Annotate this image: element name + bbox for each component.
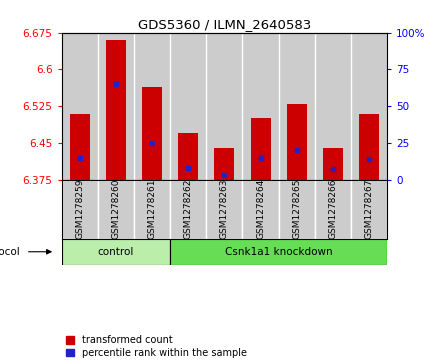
Bar	[287, 104, 307, 180]
FancyBboxPatch shape	[206, 180, 242, 238]
Text: GSM1278267: GSM1278267	[365, 179, 374, 239]
Bar	[206, 33, 242, 180]
FancyBboxPatch shape	[279, 180, 315, 238]
Bar	[351, 33, 387, 180]
Text: GSM1278259: GSM1278259	[75, 179, 84, 239]
FancyBboxPatch shape	[170, 180, 206, 238]
Text: GSM1278266: GSM1278266	[328, 179, 337, 239]
FancyBboxPatch shape	[351, 180, 387, 238]
Text: GSM1278265: GSM1278265	[292, 179, 301, 239]
FancyBboxPatch shape	[98, 180, 134, 238]
Bar	[251, 118, 271, 180]
Text: GSM1278260: GSM1278260	[111, 179, 121, 239]
Text: Csnk1a1 knockdown: Csnk1a1 knockdown	[225, 247, 333, 257]
Bar	[170, 238, 387, 265]
Bar	[134, 33, 170, 180]
Text: GSM1278263: GSM1278263	[220, 179, 229, 239]
Text: GSM1278264: GSM1278264	[256, 179, 265, 239]
Legend: transformed count, percentile rank within the sample: transformed count, percentile rank withi…	[66, 335, 247, 358]
Title: GDS5360 / ILMN_2640583: GDS5360 / ILMN_2640583	[138, 19, 311, 32]
Bar	[106, 40, 126, 180]
Bar	[178, 133, 198, 180]
Bar	[98, 33, 134, 180]
Text: control: control	[98, 247, 134, 257]
Bar	[279, 33, 315, 180]
Bar	[242, 33, 279, 180]
Bar	[315, 33, 351, 180]
Bar	[170, 33, 206, 180]
Text: protocol: protocol	[0, 247, 19, 257]
FancyBboxPatch shape	[134, 180, 170, 238]
Bar	[323, 148, 343, 180]
FancyBboxPatch shape	[242, 180, 279, 238]
Bar	[142, 87, 162, 180]
FancyBboxPatch shape	[62, 180, 98, 238]
Bar	[62, 238, 170, 265]
FancyBboxPatch shape	[315, 180, 351, 238]
Bar	[62, 33, 98, 180]
Text: GSM1278262: GSM1278262	[184, 179, 193, 239]
Bar	[214, 148, 235, 180]
Bar	[359, 114, 379, 180]
Text: GSM1278261: GSM1278261	[147, 179, 157, 239]
Bar	[70, 114, 90, 180]
